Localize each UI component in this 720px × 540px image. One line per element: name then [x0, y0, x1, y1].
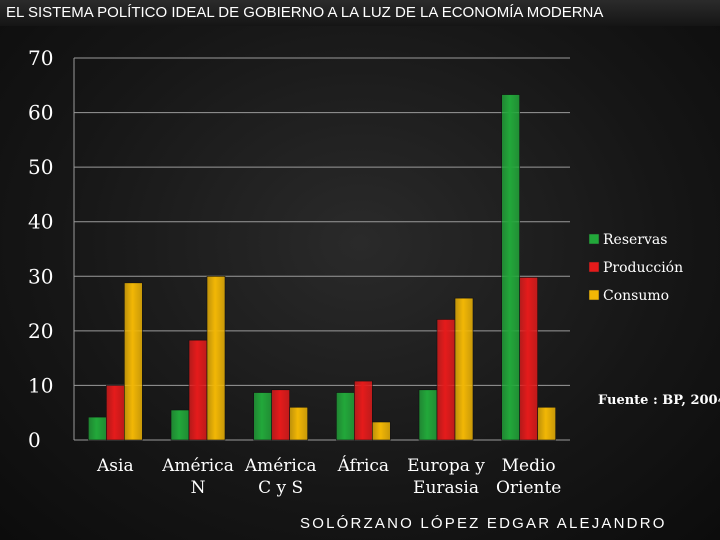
x-category-label: Europa y — [407, 456, 485, 476]
legend-swatch — [588, 289, 600, 301]
bar-produccin-1 — [188, 339, 208, 441]
bar-consumo-2 — [289, 406, 308, 441]
bar-produccin-0 — [106, 385, 125, 441]
x-category-label: Medio — [502, 456, 556, 476]
y-tick-label: 20 — [28, 319, 53, 343]
legend-label: Reservas — [603, 232, 667, 248]
y-axis-ticks: 0 10 20 30 40 50 60 70 — [28, 46, 53, 452]
author-name: SOLÓRZANO LÓPEZ EDGAR ALEJANDRO — [300, 515, 667, 532]
x-category-label: C y S — [258, 478, 303, 498]
legend-label: Producción — [603, 260, 683, 276]
bar-consumo-5 — [537, 406, 556, 441]
x-category-label: América — [161, 456, 234, 476]
bars — [88, 94, 556, 441]
bar-reservas-2 — [253, 392, 272, 441]
bar-consumo-1 — [206, 275, 226, 441]
x-category-label: Oriente — [496, 478, 561, 498]
x-category-label: N — [191, 478, 206, 498]
y-tick-label: 60 — [28, 101, 53, 125]
bar-reservas-5 — [501, 94, 520, 441]
bar-consumo-0 — [124, 282, 143, 441]
y-tick-label: 0 — [28, 428, 41, 452]
bar-reservas-0 — [88, 416, 107, 441]
y-tick-label: 70 — [28, 46, 53, 70]
bar-consumo-3 — [372, 421, 391, 441]
bar-consumo-4 — [454, 297, 474, 441]
x-category-label: Asia — [96, 456, 134, 476]
page-title: EL SISTEMA POLÍTICO IDEAL DE GOBIERNO A … — [0, 0, 720, 26]
bar-produccin-2 — [271, 389, 290, 441]
bar-produccin-3 — [354, 380, 373, 441]
bar-produccin-5 — [519, 277, 538, 441]
legend-label: Consumo — [603, 288, 669, 304]
y-tick-label: 40 — [28, 210, 53, 234]
x-category-label: Eurasia — [413, 478, 479, 498]
legend: Reservas Producción Consumo — [588, 232, 683, 304]
y-tick-label: 10 — [28, 373, 53, 397]
x-category-label: América — [244, 456, 317, 476]
gridlines — [73, 57, 570, 441]
bar-reservas-3 — [336, 392, 355, 441]
y-tick-label: 30 — [28, 264, 53, 288]
x-category-label: África — [337, 455, 390, 476]
bar-reservas-4 — [418, 389, 438, 441]
source-note: Fuente : BP, 2004 — [598, 393, 720, 408]
bar-reservas-1 — [170, 409, 190, 441]
legend-swatch — [588, 233, 600, 245]
y-tick-label: 50 — [28, 155, 53, 179]
bar-produccin-4 — [436, 319, 456, 441]
legend-swatch — [588, 261, 600, 273]
